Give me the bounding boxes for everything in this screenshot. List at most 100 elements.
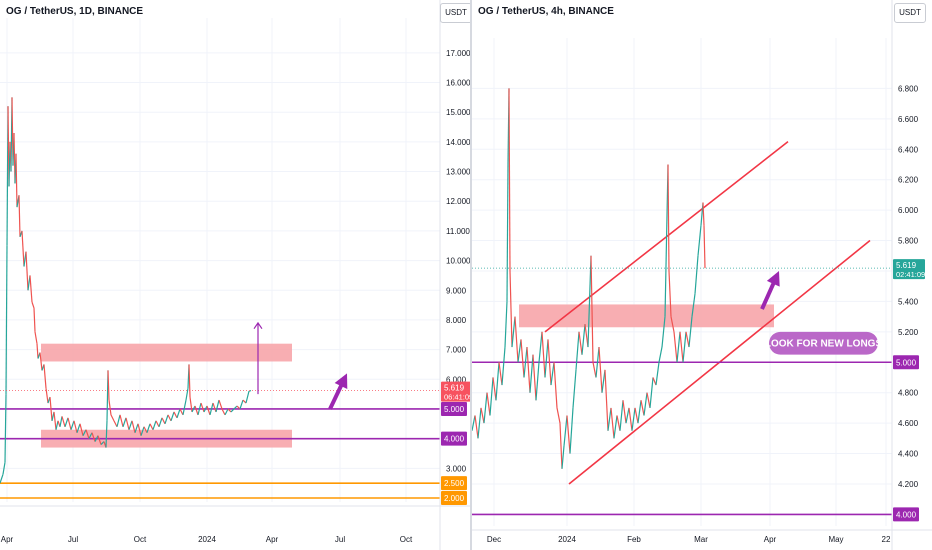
left-chart-svg[interactable]: 3.000 4.000 5.000 6.000 7.000 8.000 9.000 10.00… (0, 0, 470, 550)
price-segment (509, 270, 513, 348)
target-arrow-head[interactable] (253, 321, 263, 330)
price-segment (553, 362, 558, 408)
left-chart-panel[interactable]: OG / TetherUS, 1D, BINANCE USDT 3.000 4.0… (0, 0, 470, 550)
price-segment (561, 445, 565, 469)
price-segment (85, 429, 90, 439)
price-segment (631, 407, 636, 431)
price-segment (116, 414, 121, 427)
price-segment (79, 423, 84, 436)
level-price-tag-text: 2.000 (444, 494, 465, 503)
price-segment (230, 408, 235, 413)
price-segment (173, 411, 178, 419)
y-tick-label: 6.200 (898, 176, 919, 185)
price-segment (547, 339, 552, 386)
price-segment (489, 377, 494, 416)
chart-title: OG / TetherUS, 1D, BINANCE (6, 6, 144, 17)
x-tick-label: Oct (134, 535, 147, 544)
price-segment (613, 415, 618, 439)
price-segment (64, 417, 69, 427)
y-tick-label: 4.800 (898, 389, 919, 398)
price-segment (541, 331, 546, 378)
chart-title: OG / TetherUS, 4h, BINANCE (478, 6, 614, 17)
price-segment (125, 417, 130, 430)
price-segment (227, 408, 232, 413)
price-segment (592, 362, 597, 378)
price-segment (643, 392, 648, 416)
price-segment (532, 354, 537, 401)
currency-button[interactable]: USDT (440, 3, 470, 23)
price-segment (248, 390, 252, 392)
countdown-text: 02:41:09 (896, 270, 925, 279)
price-segment (578, 331, 583, 355)
y-tick-label: 7.000 (446, 346, 467, 355)
last-price-tag (441, 381, 470, 402)
price-segment (55, 420, 59, 430)
price-axis[interactable] (440, 0, 470, 550)
price-segment (655, 362, 660, 386)
price-segment (676, 331, 681, 363)
y-tick-label: 9.000 (446, 286, 467, 295)
price-segment (702, 202, 705, 226)
price-segment (33, 308, 36, 332)
price-segment (242, 399, 247, 404)
price-segment (581, 324, 586, 355)
x-tick-label: Jul (335, 535, 345, 544)
price-segment (661, 316, 666, 348)
y-tick-label: 12.000 (446, 197, 470, 206)
price-segment (640, 400, 645, 416)
price-segment (61, 416, 66, 427)
y-tick-label: 4.200 (898, 480, 919, 489)
price-segment (140, 426, 145, 436)
price-segment (36, 343, 39, 359)
price-segment (149, 423, 154, 431)
y-tick-label: 5.200 (898, 328, 919, 337)
price-segment (520, 339, 525, 378)
price-segment (616, 415, 621, 431)
annotation-label[interactable] (769, 331, 878, 355)
price-segment (691, 293, 696, 317)
price-segment (179, 408, 184, 416)
bold-arrow[interactable] (760, 270, 780, 310)
price-segment (189, 397, 193, 413)
price-segment (239, 399, 244, 410)
y-tick-label: 15.000 (446, 108, 470, 117)
y-tick-label: 6.000 (446, 375, 467, 384)
price-segment (97, 435, 102, 445)
currency-button[interactable]: USDT (894, 3, 926, 23)
price-segment (587, 255, 592, 348)
price-segment (529, 354, 534, 393)
right-chart-panel[interactable]: OG / TetherUS, 4h, BINANCE USDT LOOK FOR… (472, 0, 932, 550)
price-segment (556, 407, 561, 424)
price-segment (637, 400, 642, 424)
price-segment (34, 331, 38, 344)
price-segment (535, 362, 540, 401)
y-tick-label: 8.000 (446, 316, 467, 325)
bold-arrow[interactable] (328, 373, 348, 410)
price-segment (590, 255, 594, 363)
price-segment (670, 316, 675, 332)
price-segment (107, 370, 110, 401)
support-resistance-zone[interactable] (41, 343, 292, 362)
price-segment (628, 407, 633, 431)
price-segment (43, 364, 47, 389)
y-tick-label: 6.000 (898, 206, 919, 215)
panel-divider[interactable] (470, 0, 472, 550)
price-segment (559, 423, 563, 469)
level-price-tag (893, 507, 919, 522)
price-segment (480, 407, 485, 424)
price-segment (634, 407, 639, 424)
price-segment (511, 316, 516, 348)
price-segment (495, 362, 500, 401)
price-segment (158, 417, 163, 427)
price-segment (59, 416, 63, 427)
level-price-tag (441, 491, 467, 505)
price-segment (128, 420, 133, 430)
y-tick-label: 11.000 (446, 227, 470, 236)
support-resistance-zone[interactable] (519, 304, 774, 328)
price-segment (164, 414, 169, 424)
right-chart-svg[interactable]: LOOK FOR NEW LONGS 4.000 4.200 4.400 4.600 4.… (472, 0, 932, 550)
y-tick-label: 14.000 (446, 138, 470, 147)
price-segment (94, 435, 99, 442)
price-segment (0, 474, 4, 484)
price-segment (604, 369, 609, 431)
